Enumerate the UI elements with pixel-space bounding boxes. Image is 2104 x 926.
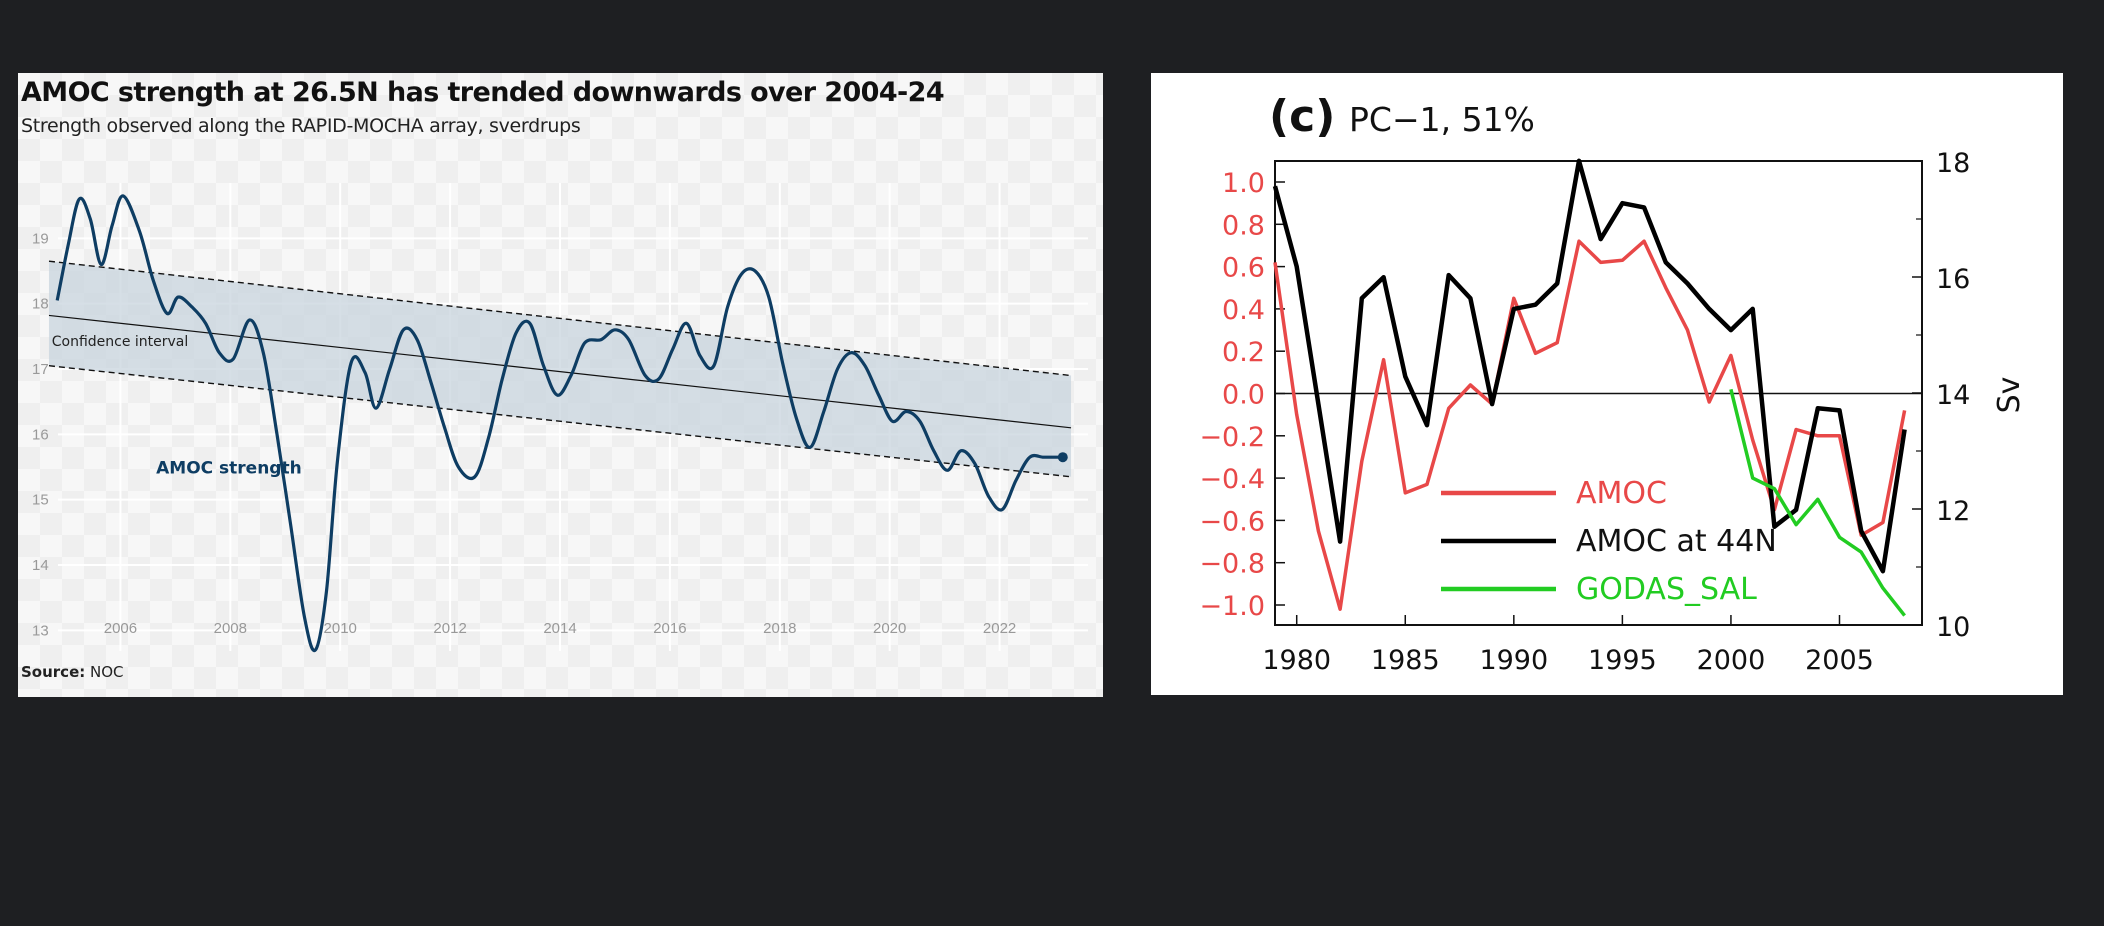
series-amoc-line [1273,239,1907,611]
x-tick-label: 2022 [983,620,1016,637]
y2-tick-label: 12 [1936,496,1970,527]
y-tick-label: −1.0 [1199,591,1265,622]
x-tick-label: 2020 [873,620,906,637]
chart-title: PC−1, 51% [1349,100,1535,139]
annotation-amoc-strength: AMOC strength [156,459,302,479]
y-tick-label: 0.6 [1222,253,1265,284]
x-tick-label: 2008 [214,620,247,637]
legend-label: AMOC at 44N [1576,524,1777,559]
left-plot-area: 13 14 15 16 17 18 19 2006 2008 2010 2012 2014 2016 20… [32,183,1088,653]
amoc-rapid-chart: AMOC strength at 26.5N has trended downw… [18,73,1103,697]
y-tick-label: 0.2 [1222,337,1265,368]
series-godas-sal-line [1729,388,1906,617]
series-end-point [1057,452,1068,463]
x-tick-label: 2014 [543,620,576,637]
y2-tick-label: 16 [1936,264,1970,295]
y-tick-label: 19 [32,230,49,247]
source-label: Source: [21,663,86,681]
x-tick-label: 2012 [433,620,466,637]
x-tick-label: 1985 [1371,645,1440,676]
pc1-amoc-chart: (c) PC−1, 51% 1.0 0.8 0.6 0.4 0.2 0.0 −0.2 −0.4… [1151,73,2063,695]
y-tick-label: 13 [32,622,49,639]
trend-line [48,314,1072,429]
band-lower-line [48,365,1072,478]
x-tick-label: 1980 [1262,645,1331,676]
source-value: NOC [90,663,124,681]
series-amoc-at-44n-line [1272,158,1907,574]
y2-axis-label: Sv [1992,377,2027,414]
y-tick-label: −0.4 [1199,464,1265,495]
y-tick-label: 0.0 [1222,380,1265,411]
x-tick-label: 2016 [653,620,686,637]
y2-tick-label: 18 [1936,148,1970,179]
y-tick-label: 0.8 [1222,210,1265,241]
x-tick-label: 2000 [1697,645,1766,676]
chart-title: AMOC strength at 26.5N has trended downw… [21,77,945,108]
x-tick-label: 1990 [1479,645,1548,676]
x-tick-label: 2006 [104,620,137,637]
legend-label: AMOC [1576,476,1667,511]
y-tick-label: 18 [32,296,49,313]
panel-label: (c) [1269,91,1335,142]
y2-tick-label: 10 [1936,612,1970,643]
y-tick-label: −0.8 [1199,549,1265,580]
right-plot-area: (c) PC−1, 51% 1.0 0.8 0.6 0.4 0.2 0.0 −0.2 −0.4… [1199,91,2027,676]
y-tick-label: −0.2 [1199,422,1265,453]
y-tick-label: 15 [32,492,49,509]
chart-source: Source: NOC [21,663,124,681]
chart-subtitle: Strength observed along the RAPID-MOCHA … [21,115,581,137]
y-tick-label: 17 [32,361,49,378]
series-amoc-strength-line [55,194,1063,653]
y-tick-label: 1.0 [1222,168,1265,199]
annotation-confidence-interval: Confidence interval [52,334,189,350]
x-tick-label: 2018 [763,620,796,637]
legend-label: GODAS_SAL [1576,572,1757,607]
x-tick-label: 2005 [1805,645,1874,676]
y-tick-label: −0.6 [1199,506,1265,537]
band-upper-line [48,260,1072,377]
y2-tick-label: 14 [1936,380,1970,411]
x-tick-label: 1995 [1588,645,1657,676]
y-tick-label: 16 [32,426,49,443]
x-tick-label: 2010 [324,620,357,637]
y-tick-label: 14 [32,557,49,574]
y-tick-label: 0.4 [1222,295,1265,326]
confidence-band [48,261,1072,477]
